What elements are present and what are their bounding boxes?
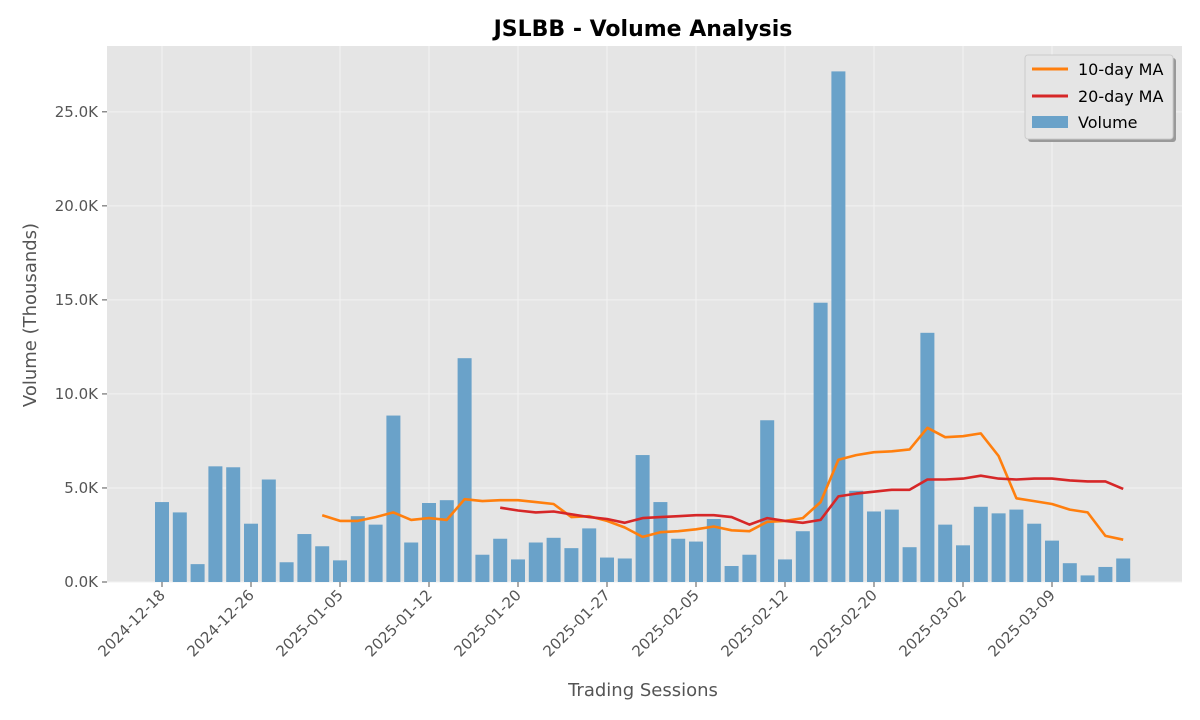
volume-bar <box>493 538 508 582</box>
volume-bar <box>1116 558 1131 582</box>
volume-bar <box>920 332 935 582</box>
volume-bar <box>564 548 579 582</box>
volume-bar <box>617 558 632 582</box>
x-tick-label: 2025-01-12 <box>361 586 435 660</box>
volume-bar <box>208 466 223 582</box>
volume-bar <box>386 415 401 582</box>
x-tick-label: 2025-03-02 <box>895 586 969 660</box>
x-tick-label: 2025-02-20 <box>806 586 880 660</box>
volume-bar <box>938 524 953 582</box>
volume-bar <box>956 545 970 582</box>
x-tick-label: 2025-02-12 <box>717 586 791 660</box>
volume-bar <box>244 523 258 582</box>
moving-average-lines <box>321 426 1124 541</box>
volume-bar <box>813 302 828 582</box>
x-tick-label: 2025-01-20 <box>450 586 524 660</box>
volume-bar <box>760 420 775 582</box>
volume-bar <box>689 541 703 582</box>
volume-bar <box>706 518 721 582</box>
volume-bar <box>333 560 347 582</box>
y-tick-label: 25.0K <box>55 103 99 121</box>
y-tick-label: 5.0K <box>64 479 99 497</box>
volume-bar <box>1080 575 1095 582</box>
volume-bar <box>1045 540 1059 582</box>
x-tick-label: 2025-01-27 <box>539 586 613 660</box>
legend-label-ma20: 20-day MA <box>1078 87 1163 106</box>
volume-bar <box>653 502 668 582</box>
y-tick-label: 0.0K <box>64 573 99 591</box>
volume-bar <box>884 509 899 582</box>
volume-bar <box>867 511 881 582</box>
volume-bar <box>902 547 917 582</box>
volume-bar <box>546 537 561 582</box>
volume-bar <box>190 564 205 582</box>
ma20-line <box>499 474 1124 526</box>
volume-bar <box>422 503 436 582</box>
x-tick-label: 2025-03-09 <box>984 586 1058 660</box>
legend-label-ma10: 10-day MA <box>1078 60 1163 79</box>
legend-swatch-volume <box>1032 116 1068 128</box>
volume-bar <box>991 513 1006 582</box>
volume-bar <box>297 534 312 582</box>
y-tick-label: 10.0K <box>55 385 99 403</box>
volume-bar <box>315 546 330 582</box>
volume-bar <box>778 559 792 582</box>
volume-bar <box>261 479 276 582</box>
volume-bar <box>457 358 472 582</box>
y-axis-label: Volume (Thousands) <box>20 223 41 407</box>
y-axis-ticks: 0.0K 5.0K 10.0K 15.0K 20.0K 25.0K <box>55 103 107 591</box>
volume-bar <box>1009 509 1024 582</box>
volume-bar <box>279 562 294 582</box>
y-tick-label: 15.0K <box>55 291 99 309</box>
legend-label-volume: Volume <box>1078 113 1138 132</box>
y-tick-label: 20.0K <box>55 197 99 215</box>
volume-bar <box>1062 563 1077 582</box>
x-tick-label: 2024-12-18 <box>94 586 168 660</box>
volume-bar <box>724 566 739 582</box>
volume-bar <box>582 528 597 582</box>
volume-bar <box>671 538 686 582</box>
ma10-line <box>321 426 1124 541</box>
volume-bar <box>1027 523 1042 582</box>
volume-bar <box>528 542 543 582</box>
volume-bars <box>155 71 1131 583</box>
volume-bar <box>511 559 525 582</box>
volume-bar <box>404 542 419 582</box>
volume-bar <box>973 506 988 582</box>
chart-title: JSLBB - Volume Analysis <box>492 17 793 42</box>
volume-bar <box>795 531 810 582</box>
legend: 10-day MA 20-day MA Volume <box>1024 54 1176 142</box>
volume-bar <box>226 467 241 582</box>
volume-bar <box>1098 566 1113 582</box>
volume-bar <box>849 490 864 582</box>
volume-bar <box>350 516 365 582</box>
volume-bar <box>831 71 846 583</box>
x-axis-ticks: 2024-12-18 2024-12-26 2025-01-05 2025-01-12… <box>94 582 1059 660</box>
volume-bar <box>600 557 614 582</box>
x-tick-label: 2025-02-05 <box>628 586 702 660</box>
volume-bar <box>742 554 757 582</box>
x-axis-label: Trading Sessions <box>567 680 718 701</box>
x-tick-label: 2024-12-26 <box>183 586 257 660</box>
volume-bar <box>368 524 383 582</box>
x-tick-label: 2025-01-05 <box>272 586 346 660</box>
volume-bar <box>475 554 490 582</box>
volume-bar <box>172 512 187 582</box>
volume-bar <box>155 502 169 582</box>
